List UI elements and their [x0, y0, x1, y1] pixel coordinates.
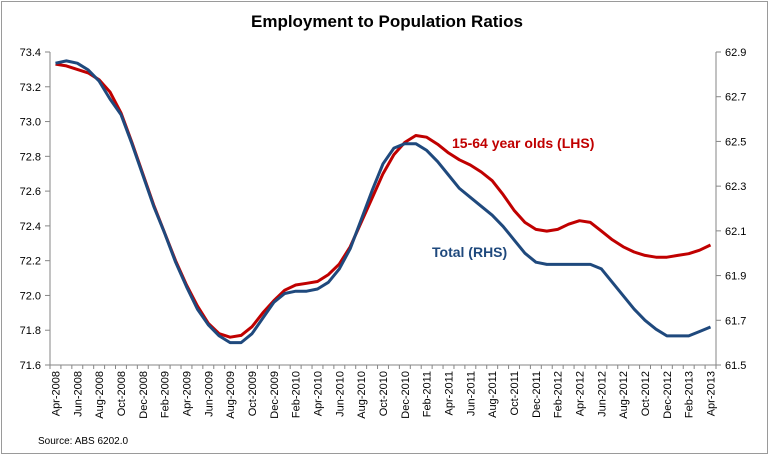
y-tick-label: 71.8 — [20, 325, 41, 337]
x-tick-label: Jun-2009 — [203, 371, 215, 417]
y2-tick-label: 62.3 — [725, 181, 746, 193]
series-line — [55, 59, 712, 345]
x-tick-label: Oct-2009 — [247, 371, 259, 416]
x-tick-label: Jun-2008 — [72, 371, 84, 417]
x-tick-label: Jun-2011 — [465, 371, 477, 416]
y-tick-label: 72.8 — [20, 151, 41, 163]
x-tick-label: Dec-2011 — [531, 371, 543, 418]
y-tick-label: 73.2 — [20, 82, 41, 94]
x-tick-label: Apr-2013 — [706, 371, 718, 416]
y-tick-label: 72.0 — [20, 290, 41, 302]
x-tick-label: Apr-2009 — [181, 371, 193, 416]
y2-tick-label: 62.9 — [725, 47, 746, 59]
x-tick-label: Apr-2008 — [50, 371, 62, 416]
y2-tick-label: 62.1 — [725, 226, 746, 238]
x-tick-label: Dec-2008 — [138, 371, 150, 419]
y-tick-label: 73.4 — [20, 47, 41, 59]
x-tick-label: Dec-2010 — [400, 371, 412, 419]
x-tick-label: Oct-2010 — [378, 371, 390, 416]
series-label: 15-64 year olds (LHS) — [452, 135, 594, 151]
x-tick-label: Aug-2009 — [225, 371, 237, 419]
x-tick-label: Aug-2011 — [487, 371, 499, 418]
source-note: Source: ABS 6202.0 — [38, 436, 129, 447]
x-tick-label: Jun-2010 — [334, 371, 346, 417]
x-tick-label: Jun-2012 — [596, 371, 608, 417]
x-tick-label: Feb-2013 — [684, 371, 696, 418]
chart-title: Employment to Population Ratios — [251, 12, 523, 31]
x-tick-label: Oct-2011 — [509, 371, 521, 415]
x-tick-label: Aug-2012 — [618, 371, 630, 419]
x-tick-label: Apr-2012 — [575, 371, 587, 416]
x-tick-label: Feb-2012 — [553, 371, 565, 418]
y2-tick-label: 62.5 — [725, 136, 746, 148]
x-tick-label: Dec-2012 — [662, 371, 674, 419]
series-label: Total (RHS) — [432, 244, 507, 260]
x-tick-label: Dec-2009 — [269, 371, 281, 419]
frame — [1, 1, 768, 454]
x-tick-label: Aug-2008 — [94, 371, 106, 419]
x-tick-label: Aug-2010 — [356, 371, 368, 419]
y-tick-label: 72.4 — [20, 221, 41, 233]
y2-tick-label: 61.9 — [725, 271, 746, 283]
x-tick-label: Feb-2009 — [160, 371, 172, 418]
y2-tick-label: 61.7 — [725, 315, 746, 327]
y-tick-label: 73.0 — [20, 117, 41, 129]
x-tick-label: Oct-2012 — [640, 371, 652, 416]
y-tick-label: 72.2 — [20, 256, 41, 268]
x-tick-label: Apr-2010 — [312, 371, 324, 416]
x-tick-label: Feb-2010 — [291, 371, 303, 418]
x-tick-label: Feb-2011 — [422, 371, 434, 417]
y2-tick-label: 62.7 — [725, 92, 746, 104]
y2-tick-label: 61.5 — [725, 360, 746, 372]
y-tick-label: 72.6 — [20, 186, 41, 198]
y-tick-label: 71.6 — [20, 360, 41, 372]
x-tick-label: Oct-2008 — [116, 371, 128, 416]
x-tick-label: Apr-2011 — [444, 371, 456, 415]
